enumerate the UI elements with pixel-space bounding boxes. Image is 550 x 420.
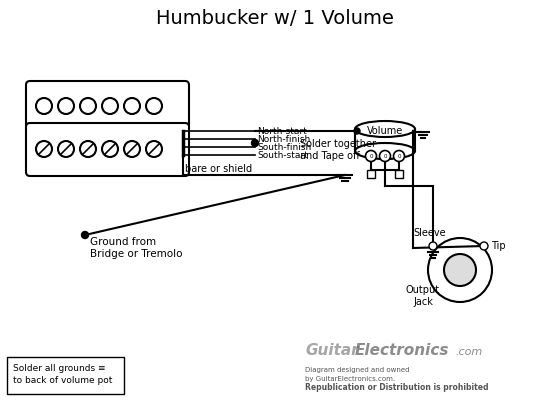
- Text: Sleeve: Sleeve: [414, 228, 446, 238]
- Circle shape: [81, 231, 89, 239]
- FancyBboxPatch shape: [7, 357, 124, 394]
- Circle shape: [429, 242, 437, 250]
- Circle shape: [444, 254, 476, 286]
- Ellipse shape: [355, 121, 415, 137]
- Circle shape: [251, 139, 258, 147]
- Text: 0: 0: [369, 153, 373, 158]
- Circle shape: [366, 150, 377, 162]
- Circle shape: [124, 98, 140, 114]
- Circle shape: [428, 238, 492, 302]
- Text: by GuitarElectronics.com.: by GuitarElectronics.com.: [305, 376, 395, 382]
- Circle shape: [36, 98, 52, 114]
- Bar: [367, 170, 375, 178]
- Text: North-start: North-start: [257, 128, 307, 136]
- FancyBboxPatch shape: [26, 123, 189, 176]
- Circle shape: [124, 141, 140, 157]
- FancyBboxPatch shape: [26, 81, 189, 131]
- Circle shape: [102, 141, 118, 157]
- Bar: [395, 170, 403, 178]
- Text: North-finish: North-finish: [257, 136, 310, 144]
- Text: South-finish: South-finish: [257, 144, 311, 152]
- Text: South-start: South-start: [257, 152, 308, 160]
- Text: Guitar: Guitar: [305, 343, 359, 358]
- Circle shape: [393, 150, 404, 162]
- Text: bare or shield: bare or shield: [185, 164, 252, 174]
- Text: Diagram designed and owned: Diagram designed and owned: [305, 367, 410, 373]
- Text: Tip: Tip: [491, 241, 505, 251]
- Text: 0: 0: [383, 153, 387, 158]
- Bar: [355, 129, 415, 151]
- Circle shape: [146, 98, 162, 114]
- Text: Ground from
Bridge or Tremolo: Ground from Bridge or Tremolo: [90, 237, 183, 259]
- Text: Solder all grounds ≡: Solder all grounds ≡: [13, 364, 106, 373]
- Text: Electronics: Electronics: [355, 343, 449, 358]
- Circle shape: [58, 141, 74, 157]
- Circle shape: [146, 141, 162, 157]
- Circle shape: [102, 98, 118, 114]
- Circle shape: [58, 98, 74, 114]
- Circle shape: [379, 150, 390, 162]
- Text: Solder together
and Tape off: Solder together and Tape off: [300, 139, 376, 160]
- Text: .com: .com: [455, 347, 482, 357]
- Circle shape: [354, 128, 360, 134]
- Circle shape: [480, 242, 488, 250]
- Circle shape: [36, 141, 52, 157]
- Text: Output
Jack: Output Jack: [406, 285, 440, 307]
- Ellipse shape: [355, 143, 415, 159]
- Circle shape: [80, 141, 96, 157]
- Circle shape: [80, 98, 96, 114]
- Text: Volume: Volume: [367, 126, 403, 136]
- Text: 0: 0: [397, 153, 401, 158]
- Text: to back of volume pot: to back of volume pot: [13, 376, 112, 385]
- Text: Republication or Distribution is prohibited: Republication or Distribution is prohibi…: [305, 383, 488, 392]
- Text: Humbucker w/ 1 Volume: Humbucker w/ 1 Volume: [156, 8, 394, 27]
